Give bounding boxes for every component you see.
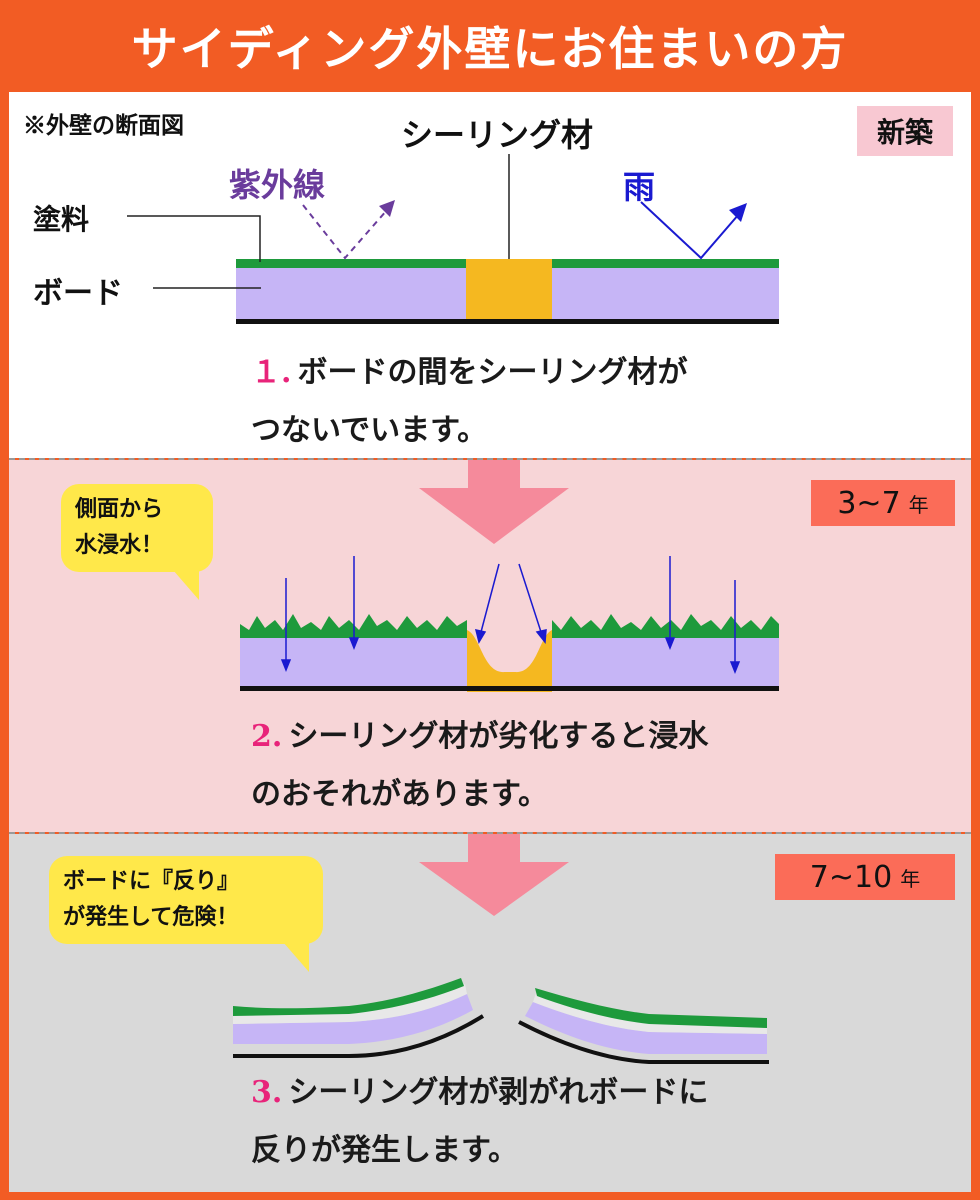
panel-7-10-years: 7~10 年 ボードに『反り』 が発生して危険！ 3. シーリング材が剥がれボードに… <box>9 834 971 1192</box>
paint-layer-right <box>552 259 779 268</box>
dashed-divider <box>9 832 971 834</box>
bubble-line-1: 側面から <box>75 497 164 522</box>
worn-paint-right <box>535 988 767 1028</box>
caption-step-3: 3. シーリング材が剥がれボードに 反りが発生します。 <box>251 1064 831 1180</box>
stage-tag-7-10-years: 7~10 年 <box>775 854 955 900</box>
caption-line-1: シーリング材が剥がれボードに <box>288 1075 709 1110</box>
uv-arrowhead <box>379 200 395 217</box>
speech-bubble-water-intrusion: 側面から 水浸水！ <box>61 484 213 600</box>
board-left <box>236 266 466 320</box>
cross-section-diagram-warped <box>233 834 769 1064</box>
dashed-divider <box>9 458 971 460</box>
paint-leader-line <box>127 215 261 262</box>
base-line <box>236 319 779 324</box>
down-arrow-icon <box>419 460 569 544</box>
rain-ray-arrow <box>640 201 740 260</box>
rain-arrowhead <box>729 203 747 222</box>
panel-3-7-years: 3~7 年 側面から 水浸水！ 2. シーリング材が劣化すると浸水 のおそれがありま… <box>9 460 971 832</box>
bubble-line-2: が発生して危険！ <box>63 905 239 930</box>
step-number: １. <box>251 355 292 390</box>
page-title: サイディング外壁にお住まいの方 <box>131 22 849 76</box>
years-value: 3~7 <box>837 485 901 521</box>
uv-ray-arrow <box>302 204 388 260</box>
stage-tag-3-7-years: 3~7 年 <box>811 480 955 526</box>
caption-line-2: つないでいます。 <box>251 413 488 448</box>
worn-paint-right <box>552 614 779 638</box>
water-intrusion-arrows <box>280 556 741 675</box>
warped-base-right <box>518 1020 769 1064</box>
label-rain: 雨 <box>623 168 656 206</box>
label-paint: 塗料 <box>33 203 90 236</box>
step-number: 3. <box>251 1075 283 1110</box>
caption-line-2: 反りが発生します。 <box>251 1133 518 1168</box>
caption-line-1: ボードの間をシーリング材が <box>297 355 688 390</box>
stage-tag-new: 新築 <box>857 106 953 156</box>
label-board: ボード <box>33 276 123 311</box>
bubble-line-2: 水浸水！ <box>75 533 164 558</box>
cross-section-diagram-new <box>127 154 779 324</box>
panel-new-construction: ※外壁の断面図 新築 シーリング材 紫外線 雨 塗料 <box>9 92 971 458</box>
caption-step-2: 2. シーリング材が劣化すると浸水 のおそれがあります。 <box>251 708 831 824</box>
warped-board-left <box>233 994 473 1044</box>
speech-bubble-warping-danger: ボードに『反り』 が発生して危険！ <box>49 856 323 972</box>
warped-board-right <box>525 1002 767 1054</box>
label-uv: 紫外線 <box>229 166 326 204</box>
cross-section-note: ※外壁の断面図 <box>23 112 184 139</box>
board-right <box>552 266 779 320</box>
warped-base-left <box>233 1014 485 1058</box>
down-arrow-icon <box>419 834 569 916</box>
years-unit: 年 <box>900 866 921 891</box>
bubble-line-1: ボードに『反り』 <box>63 869 240 894</box>
base-line <box>240 686 779 691</box>
sealant-joint <box>466 259 552 324</box>
years-unit: 年 <box>908 492 929 517</box>
paint-layer-left <box>236 259 466 268</box>
caption-line-1: シーリング材が劣化すると浸水 <box>288 719 709 754</box>
degraded-sealant <box>467 630 552 692</box>
caption-line-2: のおそれがあります。 <box>251 777 548 812</box>
caption-step-1: １. ボードの間をシーリング材が つないでいます。 <box>251 344 811 458</box>
cross-section-diagram-degraded <box>240 460 779 692</box>
step-number: 2. <box>251 719 283 754</box>
years-value: 7~10 <box>809 859 893 895</box>
header-banner: サイディング外壁にお住まいの方 <box>0 0 980 92</box>
board-right <box>552 636 779 686</box>
worn-paint-left <box>233 978 464 1016</box>
label-sealing-material: シーリング材 <box>401 116 594 154</box>
